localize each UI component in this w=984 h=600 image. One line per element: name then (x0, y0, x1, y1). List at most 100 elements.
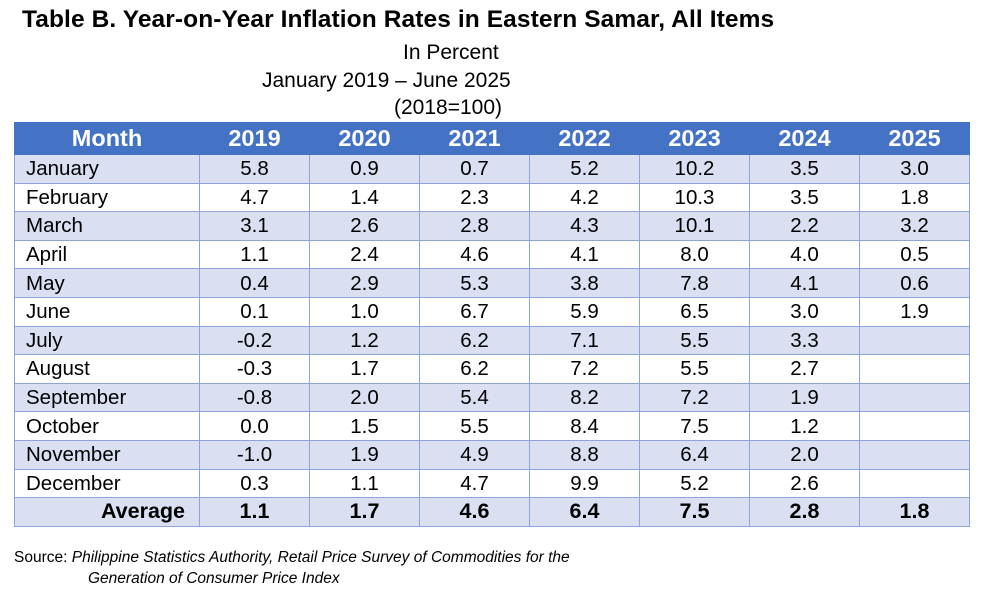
value-cell: 8.0 (639, 239, 750, 270)
value-cell: 1.8 (859, 182, 970, 213)
subtitle-period: January 2019 – June 2025 (262, 69, 511, 92)
value-cell: 4.3 (529, 211, 640, 241)
source-note: Source: Philippine Statistics Authority,… (14, 547, 570, 589)
table-row: November -1.0 1.9 4.9 8.8 6.4 2.0 (14, 439, 970, 470)
average-label: Average (14, 497, 200, 527)
value-cell: 1.0 (309, 296, 420, 327)
value-cell: 3.0 (859, 154, 970, 184)
average-cell: 1.7 (309, 497, 420, 527)
table-row: August -0.3 1.7 6.2 7.2 5.5 2.7 (14, 354, 970, 384)
header-year: 2024 (749, 122, 860, 155)
table-row: December 0.3 1.1 4.7 9.9 5.2 2.6 (14, 468, 970, 499)
value-cell: 0.9 (309, 154, 420, 184)
value-cell: 5.3 (419, 268, 530, 298)
value-cell: 2.8 (419, 211, 530, 241)
value-cell: 0.3 (199, 468, 310, 499)
value-cell: 4.2 (529, 182, 640, 213)
value-cell: -0.3 (199, 354, 310, 384)
average-cell: 2.8 (749, 497, 860, 527)
value-cell (859, 468, 970, 499)
value-cell: 5.2 (639, 468, 750, 499)
month-cell: January (14, 154, 200, 184)
subtitle-base-year: (2018=100) (394, 96, 503, 119)
table-row: March 3.1 2.6 2.8 4.3 10.1 2.2 3.2 (14, 211, 970, 241)
value-cell: 4.7 (419, 468, 530, 499)
value-cell: 8.4 (529, 411, 640, 441)
value-cell: 6.2 (419, 325, 530, 356)
value-cell: 4.6 (419, 239, 530, 270)
value-cell: 7.5 (639, 411, 750, 441)
value-cell: 1.1 (309, 468, 420, 499)
value-cell: 3.0 (749, 296, 860, 327)
month-cell: December (14, 468, 200, 499)
value-cell: 5.5 (639, 325, 750, 356)
average-cell: 1.1 (199, 497, 310, 527)
table-row: May 0.4 2.9 5.3 3.8 7.8 4.1 0.6 (14, 268, 970, 298)
month-cell: July (14, 325, 200, 356)
value-cell: 0.1 (199, 296, 310, 327)
value-cell: 2.3 (419, 182, 530, 213)
value-cell: 1.9 (859, 296, 970, 327)
value-cell: 4.7 (199, 182, 310, 213)
value-cell: 7.1 (529, 325, 640, 356)
value-cell: 3.2 (859, 211, 970, 241)
value-cell (859, 382, 970, 413)
source-label: Source: (14, 549, 68, 566)
value-cell: 7.2 (639, 382, 750, 413)
value-cell: 5.8 (199, 154, 310, 184)
month-cell: May (14, 268, 200, 298)
header-year: 2019 (199, 122, 310, 155)
value-cell: 1.9 (309, 439, 420, 470)
value-cell: 10.2 (639, 154, 750, 184)
table-body: January 5.8 0.9 0.7 5.2 10.2 3.5 3.0 February 4.7… (14, 154, 970, 499)
value-cell: 9.9 (529, 468, 640, 499)
value-cell: 10.1 (639, 211, 750, 241)
average-cell: 6.4 (529, 497, 640, 527)
value-cell: 2.4 (309, 239, 420, 270)
value-cell: 4.1 (749, 268, 860, 298)
table-row: January 5.8 0.9 0.7 5.2 10.2 3.5 3.0 (14, 154, 970, 184)
source-text-line1: Philippine Statistics Authority, Retail … (71, 549, 570, 566)
value-cell: 2.2 (749, 211, 860, 241)
value-cell: 1.1 (199, 239, 310, 270)
value-cell: 1.9 (749, 382, 860, 413)
header-year: 2022 (529, 122, 640, 155)
page-title: Table B. Year-on-Year Inflation Rates in… (22, 6, 775, 33)
header-year: 2023 (639, 122, 750, 155)
value-cell: 5.2 (529, 154, 640, 184)
value-cell (859, 411, 970, 441)
value-cell: 3.5 (749, 182, 860, 213)
average-cell: 4.6 (419, 497, 530, 527)
value-cell: 1.5 (309, 411, 420, 441)
table-row: September -0.8 2.0 5.4 8.2 7.2 1.9 (14, 382, 970, 413)
value-cell (859, 439, 970, 470)
value-cell: 10.3 (639, 182, 750, 213)
value-cell: 4.9 (419, 439, 530, 470)
value-cell: -0.2 (199, 325, 310, 356)
value-cell: 6.4 (639, 439, 750, 470)
value-cell: -1.0 (199, 439, 310, 470)
table-header-row: Month 2019 2020 2021 2022 2023 2024 2025 (14, 122, 970, 155)
average-cell: 1.8 (859, 497, 970, 527)
value-cell: 2.0 (309, 382, 420, 413)
average-row: Average 1.1 1.7 4.6 6.4 7.5 2.8 1.8 (14, 497, 970, 527)
value-cell: 0.7 (419, 154, 530, 184)
value-cell: 3.5 (749, 154, 860, 184)
value-cell: 1.2 (309, 325, 420, 356)
value-cell: 7.2 (529, 354, 640, 384)
value-cell: 3.3 (749, 325, 860, 356)
table-row: July -0.2 1.2 6.2 7.1 5.5 3.3 (14, 325, 970, 356)
table-row: April 1.1 2.4 4.6 4.1 8.0 4.0 0.5 (14, 239, 970, 270)
value-cell: 6.5 (639, 296, 750, 327)
value-cell: -0.8 (199, 382, 310, 413)
value-cell: 2.9 (309, 268, 420, 298)
value-cell: 5.5 (639, 354, 750, 384)
value-cell: 2.6 (309, 211, 420, 241)
value-cell: 4.1 (529, 239, 640, 270)
source-text-line2: Generation of Consumer Price Index (88, 570, 340, 587)
header-year: 2025 (859, 122, 970, 155)
header-year: 2021 (419, 122, 530, 155)
month-cell: June (14, 296, 200, 327)
value-cell: 5.4 (419, 382, 530, 413)
month-cell: August (14, 354, 200, 384)
